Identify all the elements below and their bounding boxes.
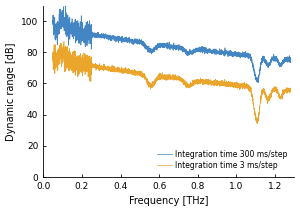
Line: Integration time 3 ms/step: Integration time 3 ms/step [53,42,291,123]
Integration time 3 ms/step [151,84,154,86]
Integration time 300 ms/step [224,52,227,54]
Integration time 300 ms/step [164,45,168,47]
Integration time 300 ms/step [270,59,273,62]
Y-axis label: Dynamic range [dB]: Dynamic range [dB] [6,42,16,141]
Integration time 300 ms/step [153,47,157,49]
Integration time 3 ms/step [270,92,273,95]
Integration time 3 ms/step [164,79,168,81]
Integration time 300 ms/step [289,58,292,61]
X-axis label: Frequency [THz]: Frequency [THz] [129,197,208,206]
Integration time 300 ms/step [282,62,285,64]
Integration time 3 ms/step [62,40,66,43]
Legend: Integration time 300 ms/step, Integration time 3 ms/step: Integration time 300 ms/step, Integratio… [154,147,291,173]
Integration time 3 ms/step [224,84,227,87]
Line: Integration time 300 ms/step: Integration time 300 ms/step [53,3,291,83]
Integration time 3 ms/step [51,58,55,61]
Integration time 300 ms/step [51,20,55,22]
Integration time 300 ms/step [151,49,154,52]
Integration time 3 ms/step [153,80,157,83]
Integration time 3 ms/step [289,87,292,90]
Integration time 3 ms/step [256,122,260,124]
Integration time 3 ms/step [282,92,285,95]
Integration time 300 ms/step [256,81,260,84]
Integration time 300 ms/step [64,2,67,4]
